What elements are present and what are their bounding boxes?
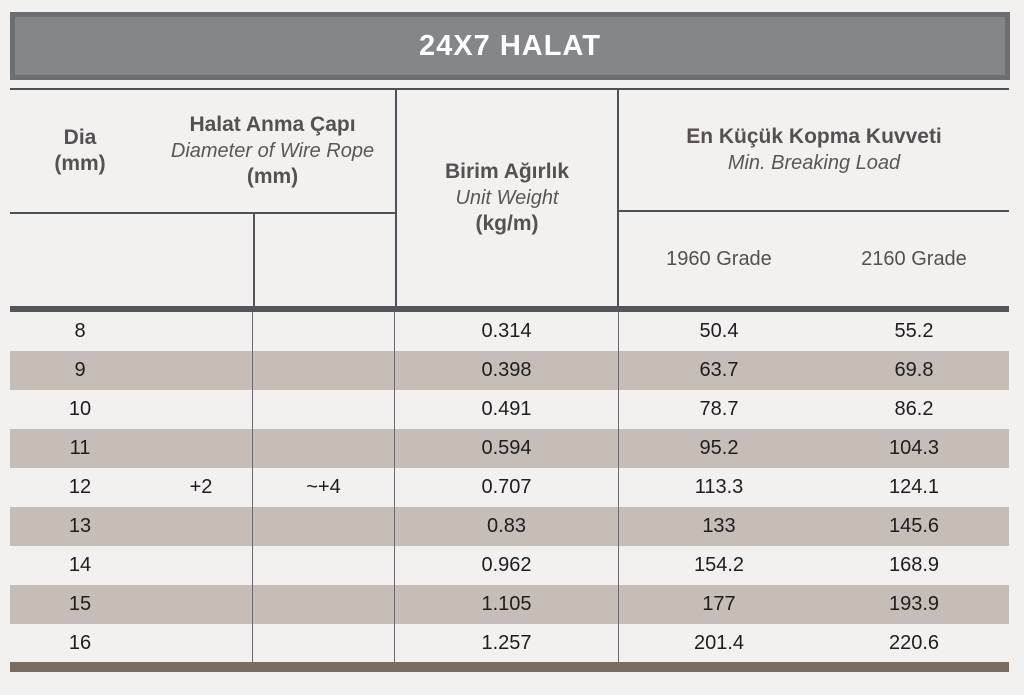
cell-load-1960: 177 bbox=[702, 593, 736, 615]
header-nominal-diameter: Halat Anma Çapı Diameter of Wire Rope (m… bbox=[150, 90, 395, 212]
header-anma-tr: Halat Anma Çapı bbox=[189, 113, 356, 136]
cell-tol-plus bbox=[150, 585, 253, 624]
header-dia: Dia (mm) bbox=[10, 90, 150, 212]
table-row: 12 +2 ~+4 0.707 113.3 124.1 bbox=[10, 468, 1009, 507]
cell-tol-plus bbox=[150, 507, 253, 546]
cell-tol-plus bbox=[150, 390, 253, 429]
cell-load-1960: 50.4 bbox=[699, 320, 739, 342]
cell-unit-weight: 0.962 bbox=[395, 546, 619, 585]
cell-tol-approx bbox=[253, 507, 395, 546]
cell-load-1960: 78.7 bbox=[699, 398, 739, 420]
header-breaking-en: Min. Breaking Load bbox=[727, 152, 901, 174]
grade-1960-label: 1960 Grade bbox=[666, 247, 772, 270]
cell-tol-plus bbox=[150, 351, 253, 390]
cell-tol-approx bbox=[253, 429, 395, 468]
cell-load-1960: 63.7 bbox=[699, 359, 739, 381]
table-row: 15 1.105 177 193.9 bbox=[10, 585, 1009, 624]
header-weight-tr: Birim Ağırlık bbox=[444, 160, 570, 183]
cell-unit-weight: 1.105 bbox=[395, 585, 619, 624]
cell-dia: 9 bbox=[74, 359, 86, 381]
cell-load-1960: 154.2 bbox=[693, 554, 745, 576]
header-unit-weight: Birim Ağırlık Unit Weight (kg/m) bbox=[395, 90, 619, 306]
cell-dia: 12 bbox=[68, 476, 92, 498]
cell-tol-approx bbox=[253, 312, 395, 351]
cell-load-2160: 55.2 bbox=[894, 320, 934, 342]
table-row: 9 0.398 63.7 69.8 bbox=[10, 351, 1009, 390]
cell-unit-weight: 0.707 bbox=[395, 468, 619, 507]
table-title-bar: 24X7 HALAT bbox=[10, 12, 1010, 80]
cell-dia: 15 bbox=[68, 593, 92, 615]
cell-tol-plus bbox=[150, 429, 253, 468]
cell-load-1960: 113.3 bbox=[694, 476, 744, 498]
cell-load-2160: 193.9 bbox=[888, 593, 940, 615]
header-dia-label: Dia bbox=[63, 126, 97, 149]
cell-unit-weight: 0.83 bbox=[395, 507, 619, 546]
cell-load-2160: 145.6 bbox=[888, 515, 940, 537]
cell-load-2160: 69.8 bbox=[894, 359, 934, 381]
cell-dia: 14 bbox=[68, 554, 92, 576]
header-grade-1960: 1960 Grade bbox=[619, 212, 819, 306]
cell-dia: 10 bbox=[68, 398, 92, 420]
cell-unit-weight: 0.398 bbox=[395, 351, 619, 390]
header-breaking-load: En Küçük Kopma Kuvveti Min. Breaking Loa… bbox=[619, 90, 1009, 212]
cell-load-2160: 124.1 bbox=[888, 476, 940, 498]
header-anma-en: Diameter of Wire Rope bbox=[170, 140, 375, 162]
cell-load-2160: 220.6 bbox=[888, 632, 940, 654]
cell-load-2160: 168.9 bbox=[888, 554, 940, 576]
cell-tol-approx bbox=[253, 546, 395, 585]
cell-unit-weight: 0.594 bbox=[395, 429, 619, 468]
cell-load-1960: 201.4 bbox=[693, 632, 745, 654]
table-row: 11 0.594 95.2 104.3 bbox=[10, 429, 1009, 468]
cell-load-1960: 95.2 bbox=[699, 437, 739, 459]
table-row: 10 0.491 78.7 86.2 bbox=[10, 390, 1009, 429]
table-row: 14 0.962 154.2 168.9 bbox=[10, 546, 1009, 585]
table-header: Dia (mm) Halat Anma Çapı Diameter of Wir… bbox=[10, 88, 1009, 306]
header-empty-cell bbox=[253, 212, 395, 306]
header-empty-cell bbox=[10, 212, 253, 306]
cell-tol-plus: +2 bbox=[150, 468, 253, 507]
header-dia-unit: (mm) bbox=[54, 152, 106, 175]
cell-tol-approx bbox=[253, 624, 395, 663]
header-anma-unit: (mm) bbox=[246, 165, 299, 188]
header-body-divider bbox=[10, 306, 1009, 312]
table-body: 8 0.314 50.4 55.2 9 0.398 63.7 69.8 10 0… bbox=[10, 312, 1009, 663]
table-row: 13 0.83 133 145.6 bbox=[10, 507, 1009, 546]
cell-dia: 8 bbox=[74, 320, 86, 342]
header-grade-2160: 2160 Grade bbox=[819, 212, 1009, 306]
bottom-accent-bar bbox=[10, 662, 1009, 672]
cell-unit-weight: 0.491 bbox=[395, 390, 619, 429]
cell-tol-approx bbox=[253, 390, 395, 429]
cell-unit-weight: 1.257 bbox=[395, 624, 619, 663]
cell-tol-plus bbox=[150, 546, 253, 585]
table-row: 8 0.314 50.4 55.2 bbox=[10, 312, 1009, 351]
cell-load-1960: 133 bbox=[702, 515, 736, 537]
cell-dia: 16 bbox=[68, 632, 92, 654]
cell-tol-approx bbox=[253, 351, 395, 390]
cell-tol-plus bbox=[150, 624, 253, 663]
cell-tol-plus bbox=[150, 312, 253, 351]
grade-2160-label: 2160 Grade bbox=[861, 247, 967, 270]
header-weight-unit: (kg/m) bbox=[475, 212, 539, 235]
table-row: 16 1.257 201.4 220.6 bbox=[10, 624, 1009, 663]
cell-dia: 11 bbox=[69, 437, 91, 459]
cell-dia: 13 bbox=[68, 515, 92, 537]
cell-unit-weight: 0.314 bbox=[395, 312, 619, 351]
cell-load-2160: 86.2 bbox=[894, 398, 934, 420]
header-breaking-tr: En Küçük Kopma Kuvveti bbox=[686, 125, 942, 148]
cell-tol-approx bbox=[253, 585, 395, 624]
page-title: 24X7 HALAT bbox=[419, 29, 601, 62]
header-weight-en: Unit Weight bbox=[455, 187, 559, 209]
cell-load-2160: 104.3 bbox=[888, 437, 940, 459]
cell-tol-approx: ~+4 bbox=[253, 468, 395, 507]
